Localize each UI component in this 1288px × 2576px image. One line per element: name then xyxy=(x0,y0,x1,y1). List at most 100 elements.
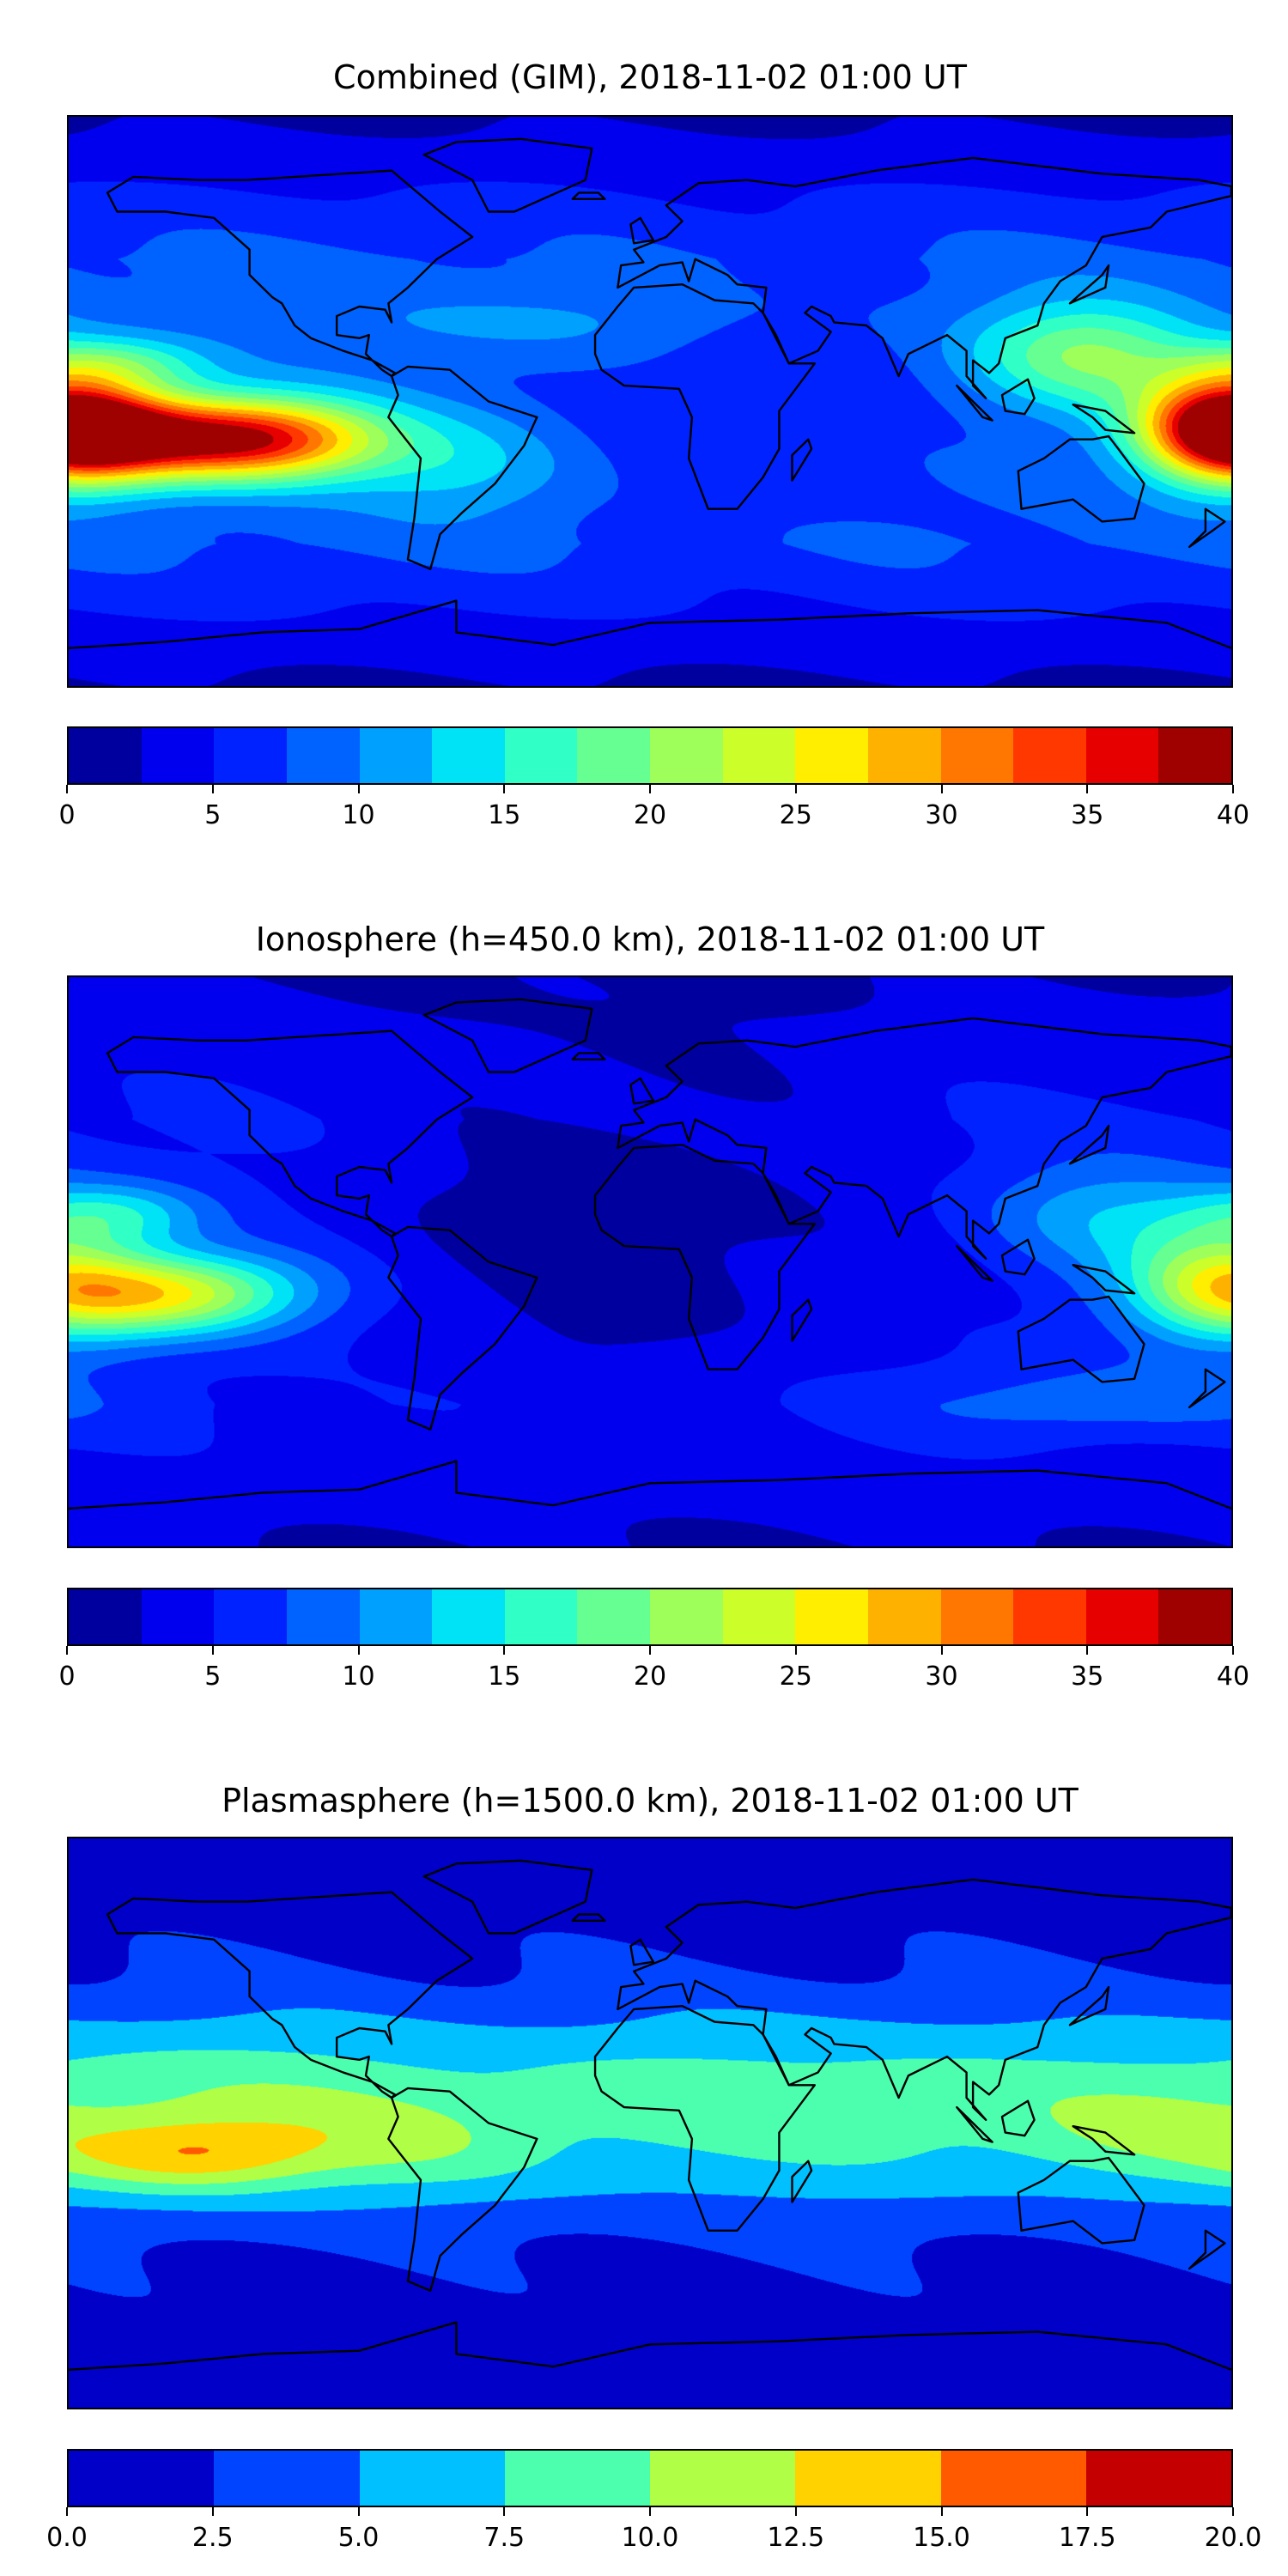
colorbar-tick-label: 0 xyxy=(58,800,76,830)
colorbar-segment xyxy=(214,728,287,783)
colorbar-tick-label: 2.5 xyxy=(191,2523,234,2553)
colorbar-segment xyxy=(432,1589,505,1644)
colorbar-segment xyxy=(359,728,433,783)
panel-1-title: Combined (GIM), 2018-11-02 01:00 UT xyxy=(333,58,967,96)
colorbar-tick-label: 20.0 xyxy=(1204,2523,1262,2553)
coastline-new-guinea xyxy=(1073,2126,1134,2154)
coastline-australia xyxy=(1018,1297,1145,1382)
coastline-antarctica xyxy=(69,2323,1231,2370)
coastline-eurasia xyxy=(617,158,1231,398)
colorbar-tick-label: 35 xyxy=(1071,1662,1104,1692)
coastline-borneo xyxy=(1002,2101,1035,2136)
coastline-sumatra xyxy=(957,2107,992,2142)
colorbar-segment xyxy=(795,728,868,783)
colorbar-segment xyxy=(214,2451,360,2506)
coastline-eurasia xyxy=(617,1880,1231,2120)
panel-1-colorbar-ticks: 0 5 10 15 20 25 30 35 40 xyxy=(58,785,1249,836)
colorbar-tick xyxy=(1232,2507,1234,2516)
panel-2-colorbar xyxy=(67,1588,1233,1646)
colorbar-tick xyxy=(940,2507,943,2516)
coastline-madagascar xyxy=(792,440,811,481)
colorbar-tick-label: 15 xyxy=(488,800,521,830)
panel-2-colorbar-ticks: 0 5 10 15 20 25 30 35 40 xyxy=(58,1646,1249,1698)
coastline-japan xyxy=(1070,1987,1109,2025)
coastline-madagascar xyxy=(792,1300,811,1341)
colorbar-tick-label: 10.0 xyxy=(621,2523,679,2553)
coastline-new-guinea xyxy=(1073,404,1134,433)
colorbar-tick xyxy=(1232,785,1234,793)
colorbar-segment xyxy=(867,1589,941,1644)
coastlines xyxy=(69,117,1231,686)
colorbar-tick-label: 0.0 xyxy=(46,2523,88,2553)
coastline-greenland xyxy=(424,999,592,1072)
coastline-north-america xyxy=(107,1893,472,2098)
colorbar-segment xyxy=(1085,1589,1159,1644)
coastline-eurasia xyxy=(617,1018,1231,1259)
colorbar-tick-label: 15 xyxy=(488,1662,521,1692)
colorbar-tick xyxy=(940,785,943,793)
coastline-britain xyxy=(630,218,653,243)
coastline-sumatra xyxy=(957,1246,992,1281)
coastline-south-america xyxy=(388,367,537,569)
colorbar-tick-label: 15.0 xyxy=(913,2523,970,2553)
contour-field xyxy=(69,117,1231,686)
colorbar-tick xyxy=(503,2507,506,2516)
colorbar-tick-label: 0 xyxy=(58,1662,76,1692)
colorbar-segment xyxy=(214,1589,287,1644)
coastline-africa xyxy=(595,1145,815,1370)
colorbar-segment xyxy=(867,728,941,783)
coastline-new-zealand xyxy=(1189,2231,1224,2269)
coastline-greenland xyxy=(424,1861,592,1934)
colorbar-segment xyxy=(286,1589,360,1644)
contour-field xyxy=(69,1838,1231,2408)
colorbar-tick xyxy=(1232,1646,1234,1655)
colorbar-tick-label: 10 xyxy=(342,800,375,830)
colorbar-segment xyxy=(722,728,796,783)
colorbar-tick xyxy=(503,1646,506,1655)
colorbar-tick-label: 5.0 xyxy=(337,2523,380,2553)
colorbar-tick-label: 40 xyxy=(1216,1662,1250,1692)
colorbar-tick xyxy=(794,1646,797,1655)
colorbar-tick-label: 25 xyxy=(779,800,812,830)
colorbar-tick xyxy=(1086,1646,1089,1655)
panel-2-title: Ionosphere (h=450.0 km), 2018-11-02 01:0… xyxy=(255,920,1045,958)
colorbar-tick xyxy=(66,2507,68,2516)
coastline-britain xyxy=(630,1078,653,1103)
coastline-britain xyxy=(630,1940,653,1965)
colorbar-tick-label: 10 xyxy=(342,1662,375,1692)
colorbar-segment xyxy=(577,1589,650,1644)
colorbar-tick xyxy=(649,1646,651,1655)
colorbar-tick-label: 30 xyxy=(925,800,958,830)
coastline-iceland xyxy=(573,192,605,198)
colorbar-tick-label: 25 xyxy=(779,1662,812,1692)
coastline-africa xyxy=(595,2006,815,2231)
panel-1-colorbar xyxy=(67,726,1233,785)
panel-3-map xyxy=(67,1837,1233,2409)
colorbar-segment xyxy=(1013,728,1086,783)
coastline-australia xyxy=(1018,436,1145,521)
coastline-iceland xyxy=(573,1053,605,1059)
colorbar-tick xyxy=(66,1646,68,1655)
colorbar-segment xyxy=(722,1589,796,1644)
panel-3-colorbar xyxy=(67,2449,1233,2507)
colorbar-segment xyxy=(141,728,215,783)
colorbar-tick xyxy=(649,785,651,793)
colorbar-tick-label: 30 xyxy=(925,1662,958,1692)
colorbar-tick-label: 5 xyxy=(204,1662,222,1692)
colorbar-tick xyxy=(940,1646,943,1655)
colorbar-tick xyxy=(1086,785,1089,793)
colorbar-segment xyxy=(504,2451,650,2506)
colorbar-segment xyxy=(577,728,650,783)
colorbar-segment xyxy=(69,728,142,783)
colorbar-segment xyxy=(650,2451,796,2506)
colorbar-segment xyxy=(940,2451,1086,2506)
coastline-sumatra xyxy=(957,386,992,421)
colorbar-segment xyxy=(650,728,723,783)
colorbar-tick-label: 35 xyxy=(1071,800,1104,830)
colorbar-tick xyxy=(357,785,360,793)
colorbar-segment xyxy=(504,728,578,783)
coastline-madagascar xyxy=(792,2161,811,2202)
contour-field xyxy=(69,977,1231,1546)
coastline-north-america xyxy=(107,171,472,376)
colorbar-tick-label: 40 xyxy=(1216,800,1250,830)
